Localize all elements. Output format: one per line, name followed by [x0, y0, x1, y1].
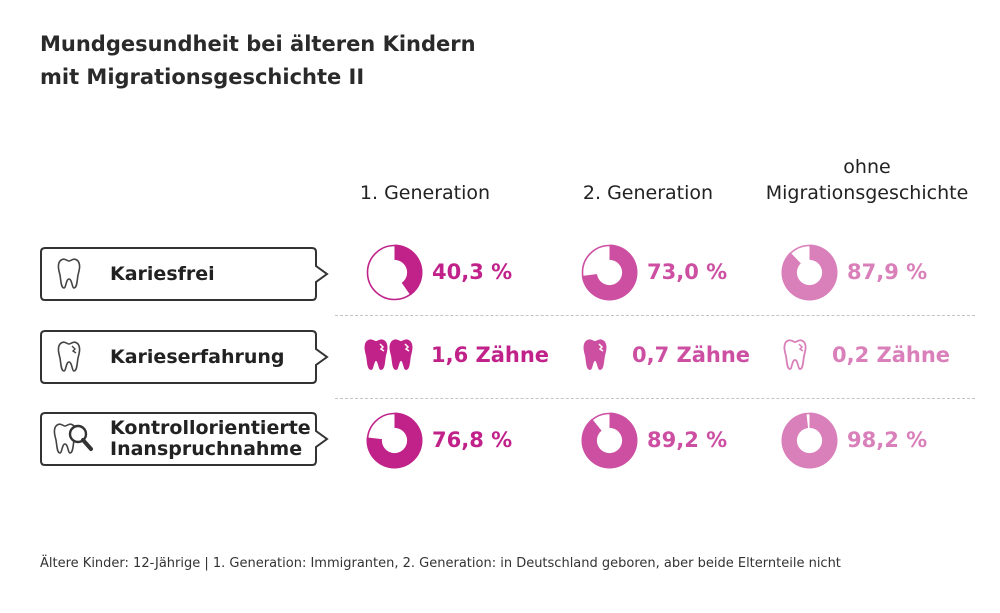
tooth-mark [783, 339, 807, 370]
column-header-line-1: ohne [843, 156, 891, 178]
donut-chart [781, 244, 838, 300]
row-label-line-1: Kariesfrei [110, 262, 215, 285]
row-divider [335, 398, 975, 399]
tooth-icon [57, 258, 81, 289]
value-label: 73,0 % [647, 260, 728, 284]
decay-mark [379, 343, 385, 352]
column-header-ohne-migrationsgeschichte: ohne Migrationsgeschichte [752, 154, 982, 206]
value-label: 0,7 Zähne [632, 343, 751, 367]
donut-chart [366, 244, 423, 300]
column-header-1-generation: 1. Generation [330, 154, 520, 206]
row-label-text: Karieserfahrung [110, 330, 285, 384]
row-label-text: Kariesfrei [110, 247, 215, 301]
donut-chart [781, 412, 838, 468]
row-label-kontrollorientierte-inanspruchnahme: Kontrollorientierte Inanspruchnahme [40, 412, 329, 466]
title-line-2: mit Migrationsgeschichte II [40, 65, 365, 89]
row-label-karieserfahrung: Karieserfahrung [40, 330, 329, 384]
value-label: 98,2 % [847, 428, 928, 452]
row-label-line-1: Kontrollorientierte [110, 417, 311, 439]
decay-mark [798, 343, 804, 352]
donut-segment [781, 244, 838, 300]
decayed-tooth-icon [57, 341, 81, 372]
footnote: Ältere Kinder: 12-Jährige | 1. Generatio… [40, 556, 841, 571]
label-frame [40, 330, 329, 384]
tooth-count-icon [783, 339, 807, 370]
decay-mark [404, 343, 410, 352]
column-header-line-1 [553, 154, 743, 180]
donut-segment [366, 412, 423, 468]
row-label-line-2: Inanspruchnahme [110, 438, 303, 460]
tooth-magnifier-icon [53, 423, 93, 454]
label-frame [40, 412, 329, 466]
value-label: 89,2 % [647, 428, 728, 452]
tooth-count-icon [364, 339, 413, 370]
donut-chart [581, 412, 638, 468]
column-header-line-1 [330, 154, 520, 180]
value-label: 0,2 Zähne [832, 343, 951, 367]
donut-segment [581, 244, 638, 300]
donut-chart [581, 244, 638, 300]
row-divider [335, 315, 975, 316]
tooth-mark [364, 339, 388, 370]
chart-title: Mundgesundheit bei älteren Kindern mit M… [40, 28, 476, 94]
donut-segment [581, 412, 638, 468]
donut-segment [393, 244, 423, 300]
column-header-2-generation: 2. Generation [553, 154, 743, 206]
label-frame [40, 247, 329, 301]
value-label: 87,9 % [847, 260, 928, 284]
donut-chart [366, 412, 423, 468]
column-header-line-2: 2. Generation [582, 182, 714, 204]
tooth-count-icon [583, 339, 607, 370]
title-line-1: Mundgesundheit bei älteren Kindern [40, 32, 476, 56]
donut-segment [781, 412, 838, 468]
decay-mark [598, 343, 604, 352]
column-header-line-2: 1. Generation [359, 182, 491, 204]
row-label-text: Kontrollorientierte Inanspruchnahme [110, 412, 311, 466]
tooth-mark [389, 339, 413, 370]
row-label-kariesfrei: Kariesfrei [40, 247, 329, 301]
value-label: 1,6 Zähne [431, 343, 550, 367]
row-label-line-1: Karieserfahrung [110, 345, 285, 368]
tooth-mark [583, 339, 607, 370]
column-header-line-2: Migrationsgeschichte [765, 182, 969, 204]
value-label: 76,8 % [432, 428, 513, 452]
value-label: 40,3 % [432, 260, 513, 284]
